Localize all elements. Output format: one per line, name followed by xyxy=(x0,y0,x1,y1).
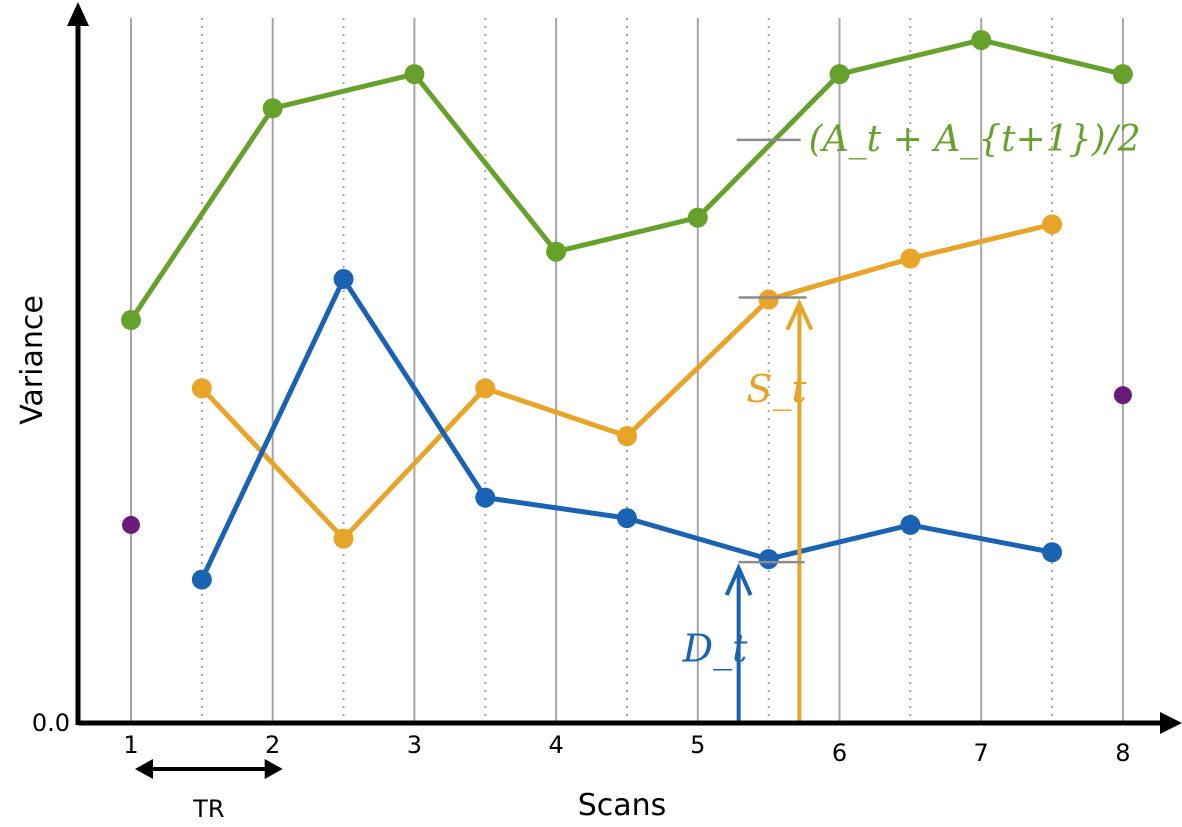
s-label: S_t xyxy=(746,367,807,412)
y-axis-arrowhead xyxy=(67,2,89,26)
data-point xyxy=(475,487,496,508)
tr-arrow-right-head xyxy=(264,759,283,779)
data-point xyxy=(122,515,140,534)
x-tick-label: 4 xyxy=(548,731,563,759)
tr-label: TR xyxy=(192,795,224,823)
data-point xyxy=(1042,214,1063,235)
x-axis-title: Scans xyxy=(578,788,667,823)
axis-labels: 1 2 3 4 5 6 7 8 0.0 Scans Variance TR xyxy=(15,295,1131,823)
x-tick-label: 3 xyxy=(407,731,422,759)
data-point xyxy=(333,528,354,549)
data-point xyxy=(191,569,212,590)
grid-lines xyxy=(130,18,1124,723)
data-point xyxy=(758,549,779,570)
data-point xyxy=(616,508,637,529)
s-arrow-head xyxy=(785,298,814,331)
x-tick-label: 2 xyxy=(265,731,280,759)
data-point xyxy=(758,289,779,310)
data-point xyxy=(191,378,212,399)
data-point xyxy=(829,64,850,85)
x-tick-label: 7 xyxy=(974,739,989,767)
data-point xyxy=(1112,64,1133,85)
tr-arrow-left-head xyxy=(135,759,153,779)
x-axis-arrowhead xyxy=(1160,712,1182,734)
x-tick-label: 8 xyxy=(1115,739,1130,767)
y-axis-title: Variance xyxy=(15,295,50,425)
data-point xyxy=(687,207,708,228)
x-tick-label: 5 xyxy=(690,731,705,759)
x-tick-label: 6 xyxy=(832,739,847,767)
data-point xyxy=(900,248,921,269)
data-point xyxy=(404,64,425,85)
data-point xyxy=(333,269,354,290)
data-point xyxy=(900,514,921,535)
data-point xyxy=(546,241,567,262)
annotations-layer: (A_t + A_{t+1})/2 S_t D_t xyxy=(682,119,1141,723)
axes xyxy=(67,2,1182,734)
d-arrow-head xyxy=(724,563,753,596)
data-point xyxy=(262,98,283,119)
series-line xyxy=(128,37,1124,322)
y-origin-label: 0.0 xyxy=(32,709,70,737)
data-point xyxy=(121,310,141,331)
data-point xyxy=(616,426,637,447)
data-point xyxy=(1042,542,1063,563)
data-point xyxy=(971,30,992,50)
data-point xyxy=(475,378,496,399)
d-label: D_t xyxy=(682,627,748,672)
series-layer xyxy=(121,30,1133,590)
average-label: (A_t + A_{t+1})/2 xyxy=(809,119,1141,160)
x-tick-label: 1 xyxy=(123,731,138,759)
data-point xyxy=(1113,386,1132,405)
